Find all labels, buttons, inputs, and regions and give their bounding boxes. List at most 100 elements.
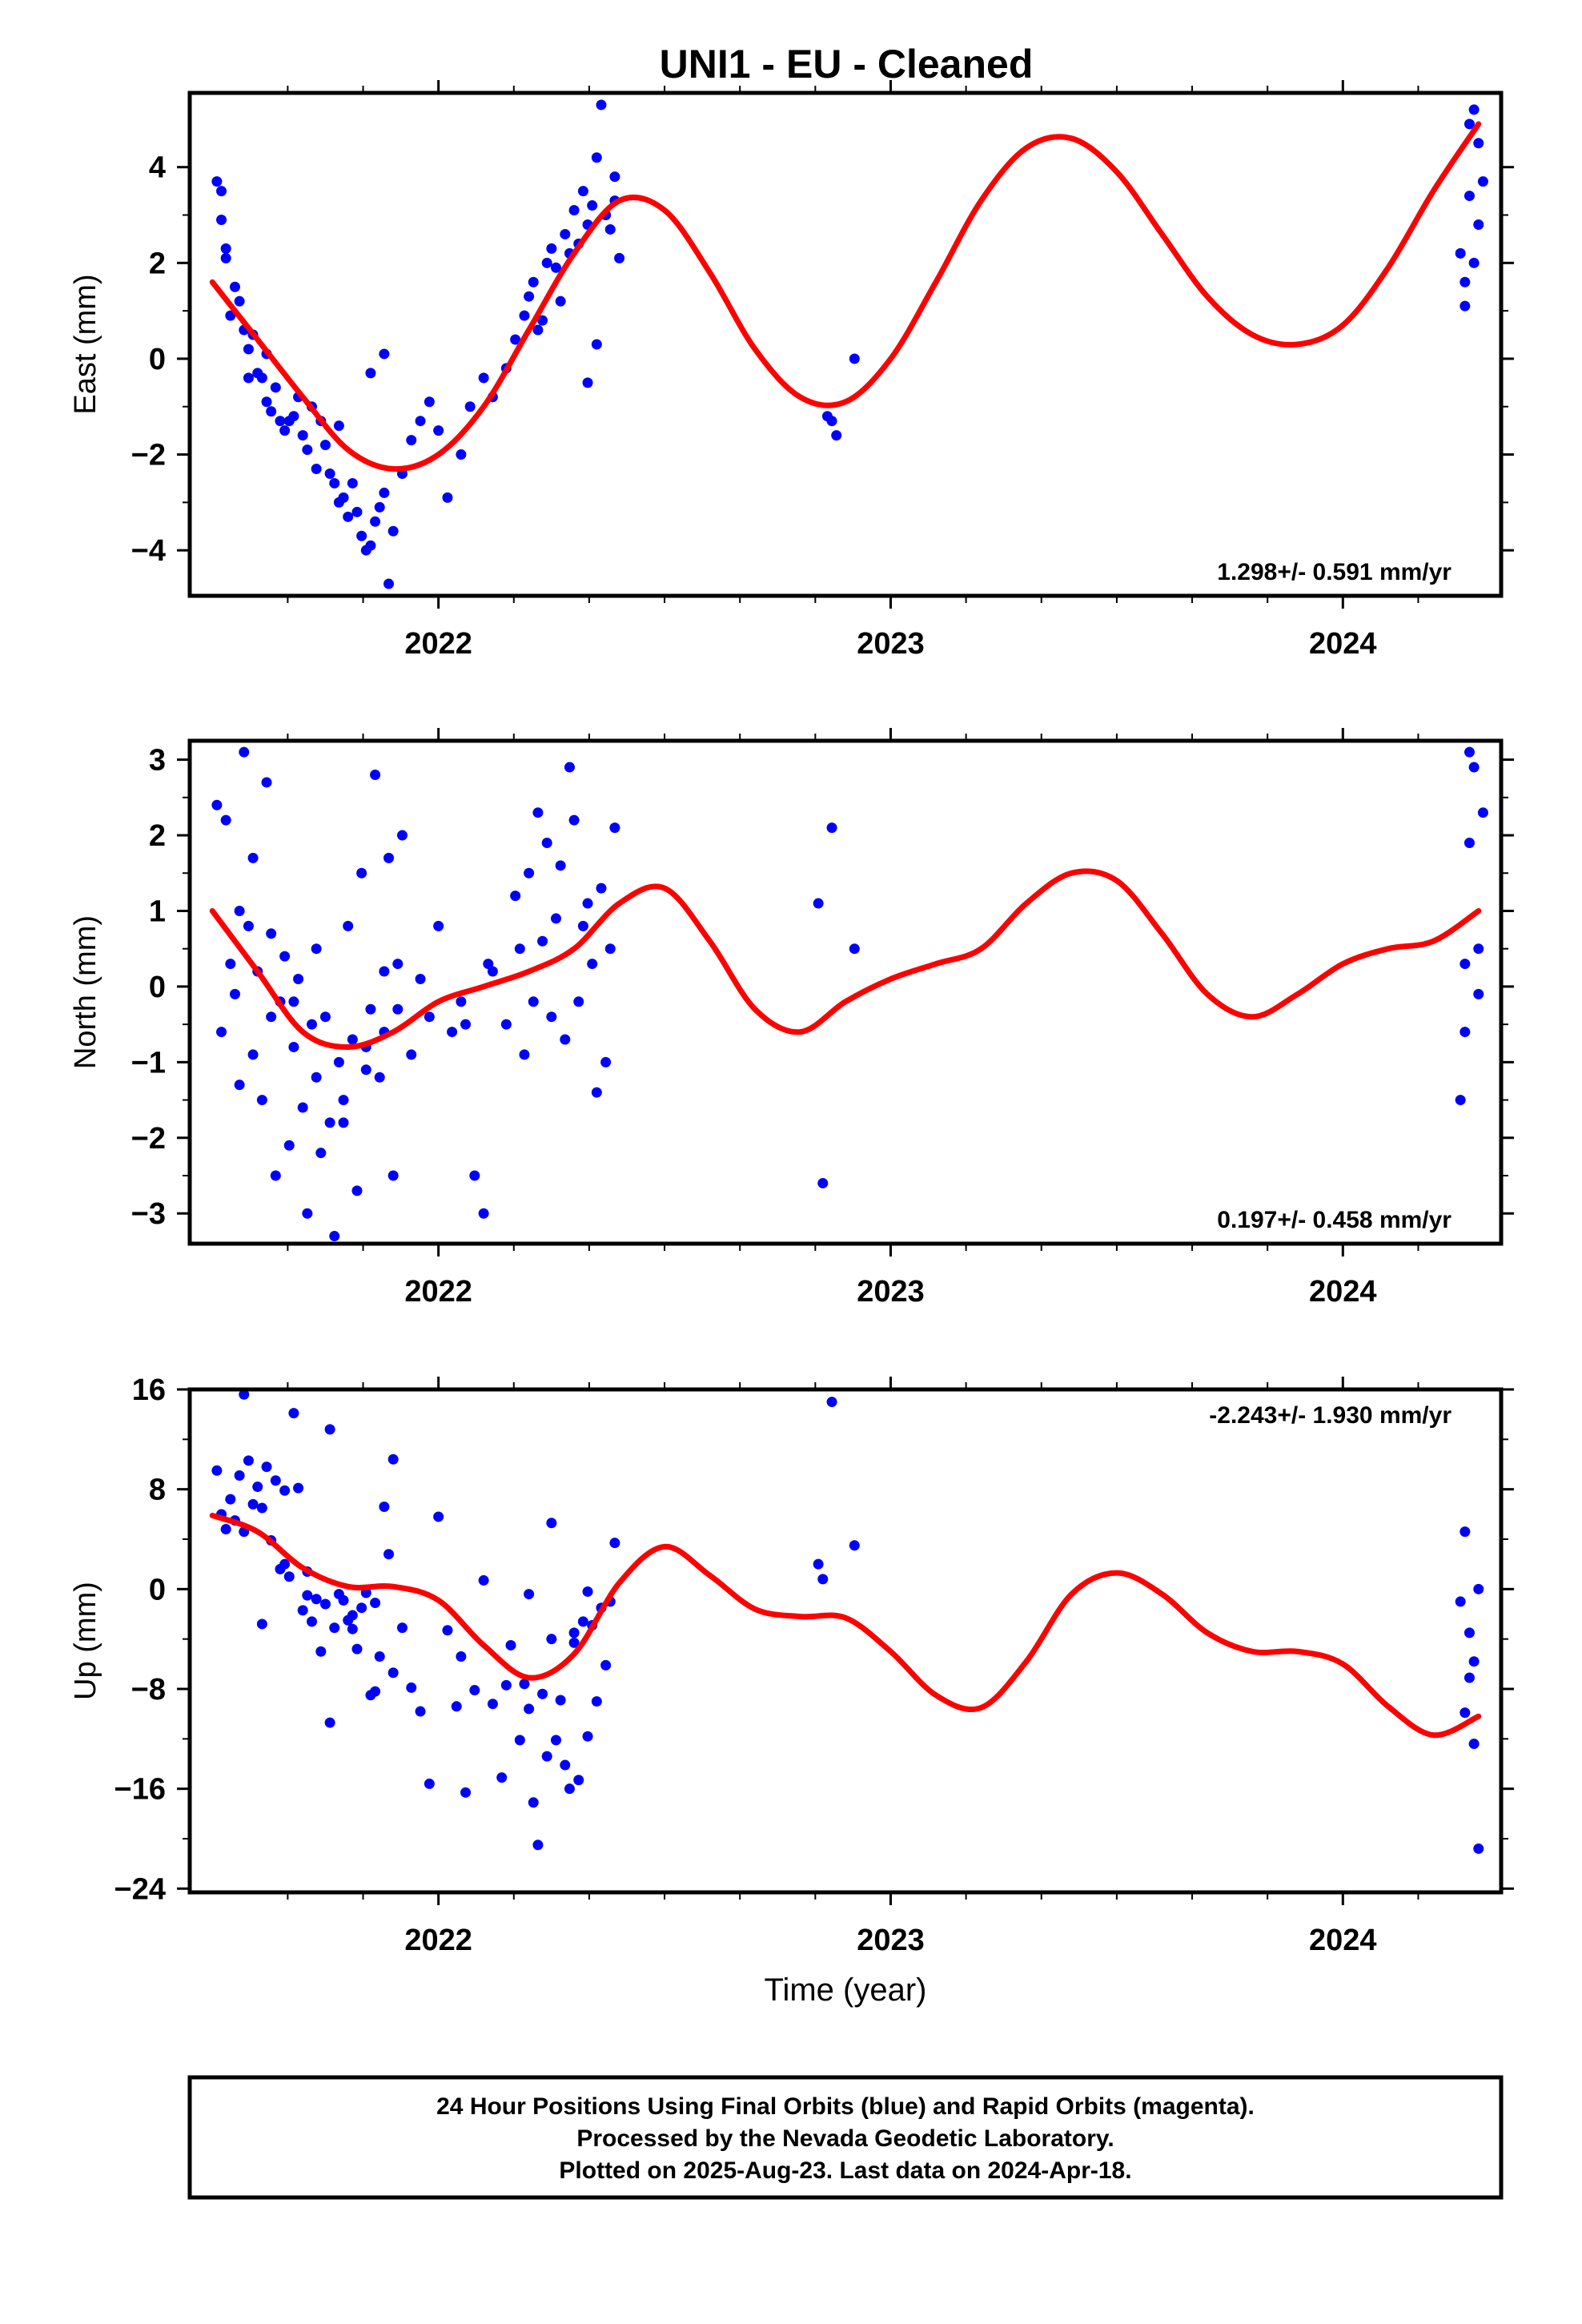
data-point bbox=[546, 243, 557, 254]
data-point bbox=[582, 1731, 593, 1742]
data-point bbox=[247, 852, 259, 863]
data-point bbox=[374, 1651, 385, 1662]
data-point bbox=[817, 1177, 829, 1188]
plot-data-north bbox=[209, 746, 1488, 1242]
data-point bbox=[1460, 276, 1471, 287]
data-point bbox=[229, 281, 240, 292]
data-point bbox=[338, 492, 349, 503]
data-point bbox=[347, 1610, 358, 1621]
data-point bbox=[433, 425, 444, 436]
data-point bbox=[510, 334, 521, 345]
data-point bbox=[1473, 1583, 1484, 1594]
data-point bbox=[524, 291, 535, 302]
data-point bbox=[1455, 1095, 1466, 1106]
data-point bbox=[283, 1571, 295, 1582]
data-point bbox=[1455, 1596, 1466, 1607]
data-point bbox=[379, 487, 390, 498]
data-point bbox=[591, 152, 602, 163]
data-point bbox=[243, 1455, 254, 1466]
data-point bbox=[338, 1594, 349, 1606]
data-point bbox=[532, 1839, 544, 1851]
data-point bbox=[1460, 1027, 1471, 1038]
data-point bbox=[243, 372, 254, 384]
y-tick-label: 16 bbox=[132, 1373, 166, 1407]
rate-label: 1.298+/- 0.591 mm/yr bbox=[1217, 559, 1452, 585]
data-point bbox=[360, 1064, 371, 1076]
data-point bbox=[347, 477, 358, 489]
data-point bbox=[514, 1735, 525, 1746]
data-point bbox=[564, 762, 575, 773]
data-point bbox=[478, 372, 489, 384]
data-point bbox=[532, 324, 544, 336]
data-point bbox=[1468, 762, 1480, 773]
data-point bbox=[270, 1170, 281, 1181]
data-point bbox=[1473, 988, 1484, 999]
data-point bbox=[315, 1148, 327, 1159]
data-point bbox=[524, 1703, 535, 1715]
data-point bbox=[577, 920, 588, 931]
y-axis-label: North (mm) bbox=[69, 915, 102, 1069]
data-point bbox=[546, 1634, 557, 1645]
data-point bbox=[528, 276, 539, 287]
y-tick-label: −4 bbox=[131, 534, 166, 568]
data-point bbox=[528, 1797, 539, 1808]
data-point bbox=[582, 377, 593, 388]
data-point bbox=[266, 928, 277, 939]
data-point bbox=[478, 1574, 489, 1586]
data-point bbox=[546, 1011, 557, 1023]
data-point bbox=[324, 1117, 335, 1128]
data-point bbox=[1464, 837, 1475, 848]
data-point bbox=[609, 822, 620, 834]
plot-frame bbox=[187, 738, 1504, 1246]
data-point bbox=[582, 898, 593, 909]
y-tick-label: 3 bbox=[149, 744, 166, 778]
data-point bbox=[555, 860, 566, 871]
y-tick-label: 4 bbox=[149, 151, 166, 185]
data-point bbox=[1473, 1843, 1484, 1854]
data-point bbox=[347, 1034, 358, 1045]
data-point bbox=[383, 1549, 395, 1560]
data-point bbox=[1468, 1656, 1480, 1667]
data-point bbox=[514, 943, 525, 955]
data-point bbox=[1460, 300, 1471, 312]
y-tick-label: 2 bbox=[149, 819, 166, 853]
data-point bbox=[568, 1627, 580, 1638]
data-point bbox=[604, 223, 616, 235]
data-point bbox=[379, 348, 390, 360]
data-point bbox=[524, 867, 535, 879]
data-point bbox=[849, 353, 860, 364]
data-point bbox=[1477, 176, 1488, 187]
data-point bbox=[1464, 1627, 1475, 1638]
data-point bbox=[365, 1003, 376, 1015]
data-point bbox=[225, 310, 236, 321]
data-point bbox=[374, 501, 385, 513]
data-point bbox=[370, 769, 381, 780]
data-point bbox=[460, 1787, 472, 1798]
data-point bbox=[392, 959, 404, 970]
data-point bbox=[496, 1772, 508, 1783]
rate-label: 0.197+/- 0.458 mm/yr bbox=[1217, 1207, 1452, 1233]
data-point bbox=[609, 171, 620, 183]
data-point bbox=[1464, 746, 1475, 758]
data-point bbox=[487, 966, 498, 977]
data-point bbox=[311, 1594, 322, 1605]
data-point bbox=[505, 1639, 516, 1651]
data-point bbox=[560, 1034, 571, 1045]
data-point bbox=[424, 1011, 435, 1023]
data-point bbox=[216, 1027, 227, 1038]
y-axis-label: Up (mm) bbox=[69, 1582, 102, 1700]
y-tick-label: −24 bbox=[114, 1872, 166, 1906]
data-point bbox=[415, 416, 426, 427]
data-point bbox=[1468, 1739, 1480, 1750]
data-point bbox=[387, 1667, 399, 1679]
data-point bbox=[211, 1465, 223, 1476]
data-point bbox=[220, 243, 231, 254]
plot-data-up bbox=[209, 1389, 1484, 1854]
data-point bbox=[347, 1623, 358, 1634]
data-point bbox=[329, 1231, 340, 1242]
data-point bbox=[283, 1140, 295, 1151]
y-tick-label: 1 bbox=[149, 895, 166, 928]
data-point bbox=[266, 1011, 277, 1023]
data-point bbox=[456, 449, 467, 460]
